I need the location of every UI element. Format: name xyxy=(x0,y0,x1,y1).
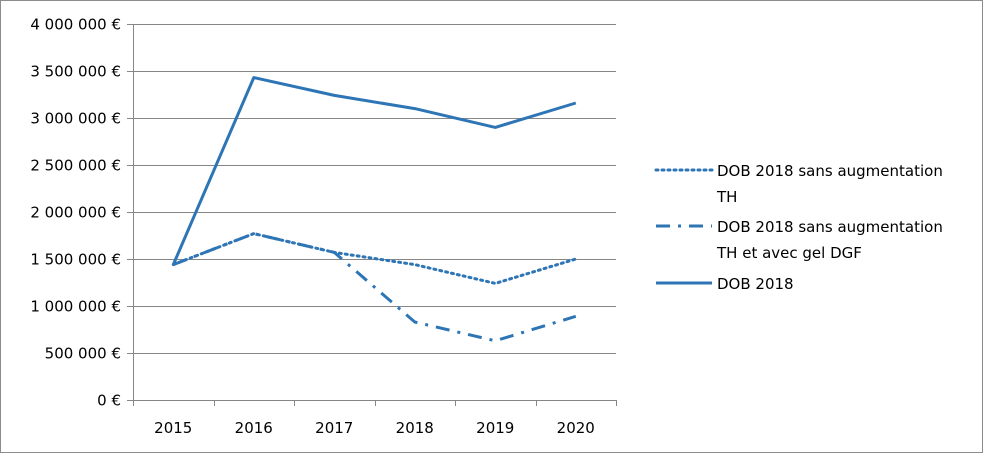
y-tick-label: 1 500 000 € xyxy=(30,251,121,269)
legend-label: DOB 2018 sans augmentation xyxy=(717,218,943,236)
x-tick-labels: 2015 2016 2017 2018 2019 2020 xyxy=(154,419,595,437)
legend: DOB 2018 sans augmentation TH DOB 2018 san… xyxy=(654,162,943,293)
series-line-1 xyxy=(172,232,577,343)
axes xyxy=(127,24,617,406)
y-tick-label: 3 000 000 € xyxy=(30,110,121,128)
y-tick-label: 2 000 000 € xyxy=(30,204,121,222)
legend-label: TH et avec gel DGF xyxy=(716,244,862,262)
series-lines xyxy=(171,76,578,343)
x-tick-label: 2018 xyxy=(396,419,434,437)
x-tick-label: 2017 xyxy=(315,419,353,437)
y-tick-labels: 0 € 500 000 € 1 000 000 € 1 500 000 € 2 000 … xyxy=(30,16,121,410)
gridlines xyxy=(133,24,616,354)
y-tick-label: 4 000 000 € xyxy=(30,16,121,34)
x-tick-label: 2020 xyxy=(557,419,595,437)
legend-label: DOB 2018 sans augmentation xyxy=(717,162,943,180)
x-tick-label: 2015 xyxy=(154,419,192,437)
y-tick-label: 3 500 000 € xyxy=(30,63,121,81)
series-line-2 xyxy=(171,76,577,266)
series-line-0 xyxy=(171,232,578,285)
y-tick-label: 500 000 € xyxy=(45,345,121,363)
y-tick-label: 0 € xyxy=(97,392,121,410)
x-tick-label: 2016 xyxy=(235,419,273,437)
legend-label: DOB 2018 xyxy=(717,275,794,293)
x-tick-label: 2019 xyxy=(476,419,514,437)
y-tick-label: 2 500 000 € xyxy=(30,157,121,175)
legend-label: TH xyxy=(716,188,737,206)
y-tick-label: 1 000 000 € xyxy=(30,298,121,316)
